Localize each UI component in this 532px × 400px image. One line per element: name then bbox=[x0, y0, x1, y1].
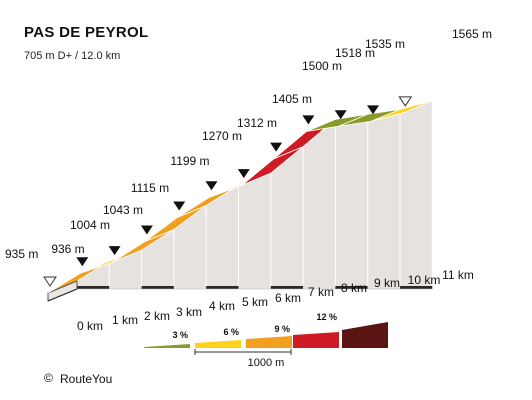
x-tick-label: 2 km bbox=[144, 309, 170, 323]
elevation-label: 1535 m bbox=[365, 37, 405, 51]
base-segment bbox=[141, 286, 174, 289]
base-segment bbox=[206, 286, 239, 289]
profile-back-wall bbox=[77, 100, 433, 289]
base-segment bbox=[238, 286, 271, 289]
base-segment bbox=[400, 286, 433, 289]
elevation-label: 1043 m bbox=[103, 203, 143, 217]
legend-swatch bbox=[293, 332, 339, 348]
legend-label: 12 % bbox=[316, 312, 337, 322]
x-tick-label: 9 km bbox=[374, 276, 400, 290]
x-tick-label: 5 km bbox=[242, 295, 268, 309]
endpoint-marker-icon bbox=[398, 96, 413, 107]
x-tick-label: 7 km bbox=[308, 285, 334, 299]
base-segment bbox=[270, 286, 304, 289]
elevation-marker-icon bbox=[140, 225, 153, 235]
elevation-marker-icon bbox=[367, 105, 379, 115]
x-tick-label: 6 km bbox=[275, 291, 301, 305]
elevation-label: 1500 m bbox=[302, 59, 342, 73]
elevation-label: 1405 m bbox=[272, 92, 312, 106]
finish-elevation-label: 1565 m bbox=[452, 27, 492, 41]
elevation-label: 936 m bbox=[51, 242, 84, 256]
elevation-marker-icon bbox=[302, 115, 315, 125]
chart-title: PAS DE PEYROL bbox=[24, 24, 149, 41]
copyright-symbol: © bbox=[44, 371, 53, 385]
elevation-label: 1518 m bbox=[335, 46, 375, 60]
elevation-marker-icon bbox=[270, 142, 283, 152]
elevation-marker-icon bbox=[173, 201, 186, 211]
x-tick-label: 10 km bbox=[408, 273, 441, 287]
x-tick-label: 8 km bbox=[341, 281, 367, 295]
elevation-marker-icon bbox=[76, 257, 89, 267]
legend-label: 9 % bbox=[274, 324, 290, 334]
elevation-marker-icon bbox=[205, 181, 218, 191]
credit-label: RouteYou bbox=[60, 372, 113, 386]
base-segment bbox=[335, 286, 368, 289]
legend-swatch bbox=[342, 322, 388, 348]
start-elevation-label: 935 m bbox=[5, 247, 38, 261]
x-tick-label: 4 km bbox=[209, 299, 235, 313]
legend-label: 6 % bbox=[223, 327, 239, 337]
elevation-marker-icon bbox=[334, 110, 347, 120]
base-segment bbox=[367, 286, 400, 289]
x-tick-label: 3 km bbox=[176, 305, 202, 319]
base-segment bbox=[109, 286, 142, 289]
base-segment bbox=[77, 286, 110, 289]
elevation-label: 1199 m bbox=[170, 154, 209, 168]
base-segment bbox=[173, 286, 207, 289]
chart-subtitle: 705 m D+ / 12.0 km bbox=[24, 50, 121, 62]
start-face-base bbox=[47, 288, 78, 302]
ridge-line bbox=[47, 112, 404, 294]
elevation-label: 1004 m bbox=[70, 218, 110, 232]
elevation-marker-icon bbox=[237, 169, 250, 179]
base-segment bbox=[303, 286, 336, 289]
elevation-label: 1312 m bbox=[237, 116, 277, 130]
x-tick-label: 0 km bbox=[77, 319, 103, 333]
elevation-label: 1270 m bbox=[202, 129, 242, 143]
legend-swatch bbox=[195, 340, 241, 348]
legend-swatch bbox=[144, 344, 190, 348]
endpoint-marker-icon bbox=[43, 276, 57, 287]
legend-scale-label: 1000 m bbox=[248, 357, 285, 369]
x-tick-label: 11 km bbox=[442, 268, 474, 282]
elevation-label: 1115 m bbox=[131, 181, 169, 195]
legend-swatch bbox=[246, 336, 292, 348]
x-tick-label: 1 km bbox=[112, 313, 138, 327]
elevation-marker-icon bbox=[108, 246, 121, 256]
legend-label: 3 % bbox=[172, 330, 188, 340]
